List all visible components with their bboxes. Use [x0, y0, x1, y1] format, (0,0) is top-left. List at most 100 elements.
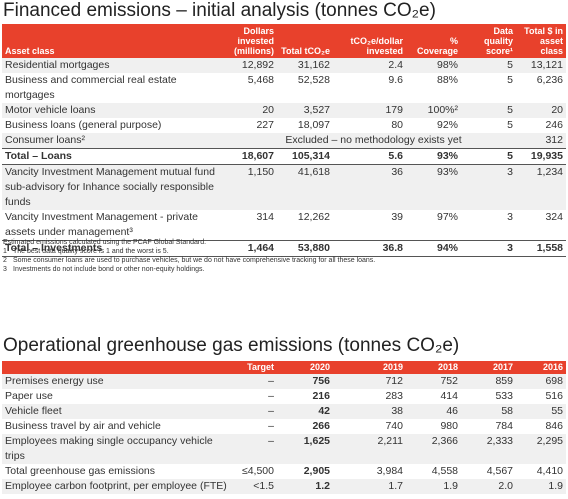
cell: 1,464	[231, 240, 277, 257]
cell: 55	[516, 404, 566, 419]
cell: Total – Loans	[2, 148, 231, 165]
cell: 516	[545, 390, 563, 402]
note-text: The best data quality score is 1 and the…	[13, 248, 169, 255]
row: Employee carbon footprint, per employee …	[2, 479, 566, 494]
cell: Paper use	[5, 390, 53, 402]
operational-table: Target 2020 2019 2018 2017 2016 Premises energ…	[2, 361, 566, 494]
cell: <1.5	[231, 479, 277, 494]
note: Estimated emissions calculated using the…	[3, 239, 207, 246]
cell: 216	[312, 390, 330, 402]
cell: 13,121	[516, 58, 566, 73]
cell: 1.9	[516, 479, 566, 494]
cell: –	[231, 374, 277, 389]
cell: 20	[231, 103, 277, 118]
cell: 9.6	[388, 74, 403, 86]
cell: 5	[461, 58, 516, 73]
cell: 19,935	[516, 148, 566, 165]
cell: 31,162	[277, 58, 333, 73]
cell: 756	[277, 374, 333, 389]
cell: 93%	[406, 148, 461, 165]
cell: 712	[333, 374, 406, 389]
column-header: Total tCO₂e	[277, 24, 333, 58]
cell: 784	[495, 420, 513, 432]
total-row: Total – Investments 1,464 53,880 36.8 94% 3 1,…	[2, 240, 566, 257]
cell: 92%	[436, 119, 458, 131]
cell: 3,984	[376, 465, 403, 477]
cell: 5	[461, 148, 516, 165]
cell: 980	[440, 420, 458, 432]
financed-table: Asset class Dollars invested (millions) To…	[2, 24, 566, 257]
cell: 53,880	[277, 240, 333, 257]
cell: 18,097	[297, 119, 330, 131]
cell: 3	[461, 240, 516, 257]
column-header: 2019	[333, 361, 406, 374]
cell: 39	[391, 211, 403, 223]
cell: 3	[461, 164, 516, 210]
cell: Employees making single occupancy vehicl…	[2, 434, 231, 464]
column-header: 2016	[516, 361, 566, 374]
row: Business travel by air and vehicle – 266 74…	[2, 419, 566, 434]
cell: Business travel by air and vehicle	[5, 420, 161, 432]
cell: 5	[461, 103, 516, 118]
cell: 36	[333, 164, 406, 210]
cell: 1,558	[516, 240, 566, 257]
total-row: Total – Loans 18,607 105,314 5.6 93% 5 19,935	[2, 148, 566, 165]
cell: ≤4,500	[241, 465, 274, 477]
cell: –	[231, 434, 277, 464]
cell: 740	[385, 420, 403, 432]
column-header: 2020	[277, 361, 333, 374]
cell: 4,410	[536, 465, 563, 477]
cell: 312	[516, 133, 566, 149]
note: 3 Investments do not include bond or othe…	[3, 265, 375, 274]
cell: 1.7	[333, 479, 406, 494]
row: Vancity Investment Management - private …	[2, 210, 566, 241]
cell: 6,236	[536, 74, 563, 86]
cell: 3	[507, 211, 513, 223]
cell: Residential mortgages	[2, 58, 231, 73]
cell: 3,527	[277, 103, 333, 118]
row: Total greenhouse gas emissions ≤4,500 2,90…	[2, 464, 566, 479]
cell: Excluded – no methodology exists yet	[231, 133, 516, 149]
cell: 12,892	[231, 58, 277, 73]
cell: Vehicle fleet	[2, 404, 231, 419]
cell: 1.2	[277, 479, 333, 494]
cell: 98%	[406, 58, 461, 73]
cell: 12,262	[297, 211, 330, 223]
cell: 752	[406, 374, 461, 389]
cell: –	[268, 420, 274, 432]
cell: Vancity Investment Management mutual fun…	[2, 164, 231, 210]
cell: 266	[312, 420, 330, 432]
cell: 52,528	[297, 74, 330, 86]
cell: Vancity Investment Management - private …	[5, 211, 198, 238]
cell: Consumer loans²	[2, 133, 231, 149]
cell: 227	[256, 119, 274, 131]
note-text: Investments do not include bond or other…	[13, 266, 205, 273]
column-header: tCO₂e/dollar invested	[333, 24, 406, 58]
cell: –	[231, 404, 277, 419]
cell: Premises energy use	[2, 374, 231, 389]
cell: 5	[507, 119, 513, 131]
row: Motor vehicle loans 20 3,527 179 100%² 5 20	[2, 103, 566, 118]
cell: 2.4	[333, 58, 406, 73]
header-row: Asset class Dollars invested (millions) To…	[2, 24, 566, 58]
cell: 46	[406, 404, 461, 419]
note-number: 1	[3, 248, 7, 255]
cell: 5.6	[333, 148, 406, 165]
cell: 94%	[406, 240, 461, 257]
cell: 20	[516, 103, 566, 118]
cell: 5	[507, 74, 513, 86]
row: Residential mortgages 12,892 31,162 2.4 98% 5…	[2, 58, 566, 73]
row: Business and commercial real estate mort…	[2, 73, 566, 103]
column-header: 2017	[461, 361, 516, 374]
note-number: 2	[3, 257, 7, 264]
cell: 283	[385, 390, 403, 402]
cell: 2,905	[303, 465, 330, 477]
cell: 97%	[436, 211, 458, 223]
row: Vancity Investment Management mutual fun…	[2, 164, 566, 210]
cell: 100%²	[406, 103, 461, 118]
cell: 179	[333, 103, 406, 118]
cell: 324	[545, 211, 563, 223]
cell: 698	[516, 374, 566, 389]
note-number: 3	[3, 266, 7, 273]
